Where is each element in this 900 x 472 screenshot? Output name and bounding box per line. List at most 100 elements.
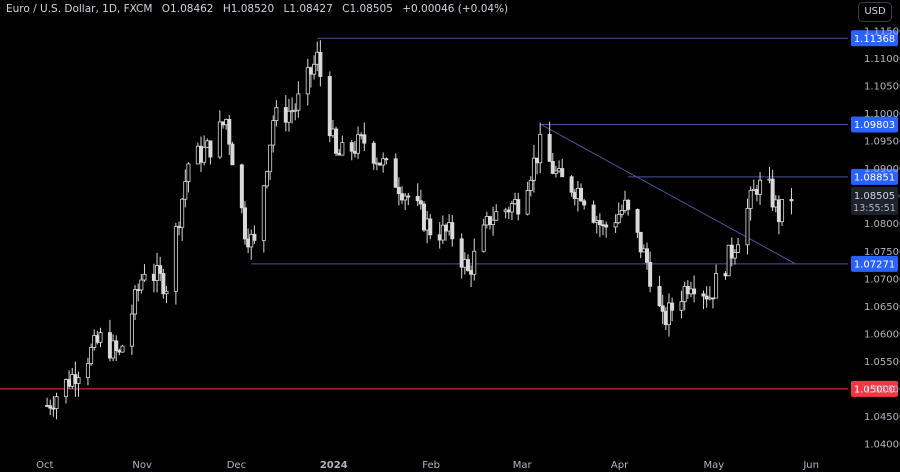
candle-body-up: [249, 233, 254, 248]
candle: [635, 208, 640, 238]
candle: [447, 214, 452, 236]
candle-body-up: [142, 273, 147, 281]
candle-body-up: [173, 226, 178, 292]
candle: [142, 264, 147, 282]
candle: [129, 304, 134, 356]
candle: [161, 268, 166, 299]
candle-body-down: [597, 219, 602, 226]
candle: [613, 214, 618, 233]
price-tick-label: 1.06000: [864, 329, 900, 340]
candle-body-up: [484, 216, 489, 226]
candle-body-up: [613, 222, 618, 228]
candle-body-up: [553, 170, 558, 174]
candle: [491, 206, 496, 236]
candle-body-up: [557, 168, 562, 172]
candle: [729, 237, 734, 267]
price-tick-label: 1.04500: [864, 412, 900, 423]
candle: [330, 119, 335, 138]
horizontal-levels: 1.11368 1.09803 1.08851 1.07271 1.05000: [0, 30, 898, 397]
candle: [89, 343, 94, 366]
candle-body-up: [70, 374, 75, 387]
candle: [107, 319, 112, 362]
candle: [623, 190, 628, 214]
level-price-tag: [851, 116, 898, 133]
candle: [403, 192, 408, 211]
candle-body-up: [503, 209, 508, 213]
candle: [239, 163, 244, 214]
candle-body-down: [663, 310, 668, 326]
price-tick-label: 1.10500: [864, 82, 900, 93]
candle: [732, 248, 737, 265]
last-price-value: 1.08505: [854, 191, 895, 202]
level-label: 1.09803: [854, 120, 895, 131]
candle: [155, 252, 160, 293]
time-tick-label: Jun: [802, 460, 819, 471]
candle-body-down: [644, 248, 649, 263]
candle-body-up: [120, 345, 125, 353]
candle-body-down: [648, 261, 653, 287]
candle: [378, 162, 383, 166]
symbol-header: Euro / U.S. Dollar, 1D, FXCM O1.08462 H1…: [6, 3, 514, 15]
candle: [117, 348, 122, 356]
candle-body-down: [469, 270, 474, 275]
candle-body-up: [491, 219, 496, 225]
price-tick-label: 1.07000: [864, 274, 900, 285]
time-axis[interactable]: Oct Nov Dec 2024 Feb Mar Apr May Jun: [36, 460, 819, 471]
time-tick-label: Oct: [36, 460, 53, 471]
candle: [396, 177, 401, 206]
candle-body-down: [754, 188, 759, 195]
candle-body-down: [729, 244, 734, 259]
candlesticks: [45, 40, 794, 420]
candle-body-down: [177, 226, 182, 228]
candle: [560, 158, 565, 178]
candle: [305, 58, 310, 106]
price-tick-label: 1.08000: [864, 219, 900, 230]
candle: [745, 198, 750, 255]
candle-body-up: [89, 347, 94, 364]
candle: [381, 152, 386, 173]
candle: [575, 181, 580, 212]
candle: [770, 169, 775, 212]
candle-body-up: [682, 285, 687, 303]
candle-body-down: [384, 158, 389, 161]
candle: [242, 201, 247, 245]
candle: [418, 189, 423, 210]
candle-body-up: [63, 379, 68, 398]
candle: [428, 214, 433, 240]
candle-body-down: [51, 407, 56, 410]
candle-body-down: [443, 224, 448, 232]
candle: [227, 115, 232, 156]
candle: [663, 307, 668, 330]
candle-body-down: [516, 199, 521, 215]
candle: [425, 210, 430, 244]
candle-body-up: [186, 163, 191, 182]
price-axis[interactable]: 1.04000 1.04500 1.05000 1.05500 1.06000 1.065…: [864, 27, 900, 451]
candle-body-up: [619, 210, 624, 215]
candle-body-down: [161, 273, 166, 295]
candle: [337, 148, 342, 156]
candle-body-up: [462, 259, 467, 268]
currency-button[interactable]: USD: [858, 2, 892, 22]
high-value: H1.08520: [222, 3, 275, 15]
candle-body-up: [217, 121, 222, 158]
candle: [293, 103, 298, 121]
low-value: L1.08427: [283, 3, 333, 15]
candle-body-down: [437, 234, 442, 241]
candle-body-down: [230, 143, 235, 166]
candle-body-up: [180, 198, 185, 228]
candle-body-up: [472, 250, 477, 275]
candle: [472, 238, 477, 281]
symbol-name[interactable]: Euro / U.S. Dollar, 1D, FXCM: [6, 3, 153, 15]
candle-body-down: [117, 350, 122, 353]
candle-body-up: [274, 107, 279, 122]
candle-body-up: [374, 162, 379, 165]
candle-body-up: [594, 219, 599, 223]
candle-body-up: [293, 109, 298, 112]
candle: [751, 179, 756, 191]
candle: [268, 144, 273, 180]
candle: [296, 81, 301, 118]
candle: [701, 290, 706, 310]
candle-body-down: [638, 231, 643, 253]
candle-body-up: [748, 190, 753, 209]
